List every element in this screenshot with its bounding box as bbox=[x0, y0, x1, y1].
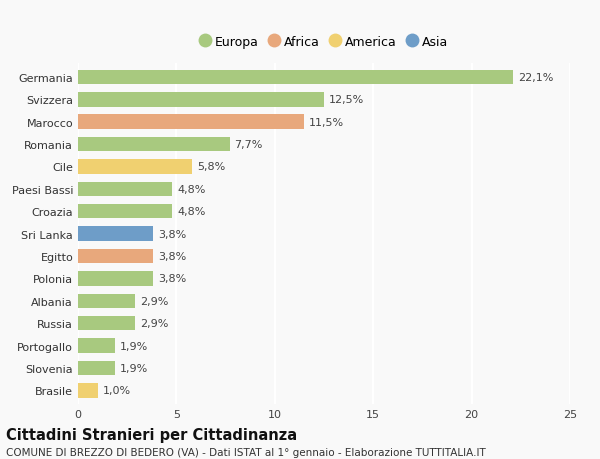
Bar bbox=[78, 316, 135, 331]
Text: 3,8%: 3,8% bbox=[158, 274, 186, 284]
Legend: Europa, Africa, America, Asia: Europa, Africa, America, Asia bbox=[197, 33, 451, 51]
Text: 3,8%: 3,8% bbox=[158, 229, 186, 239]
Bar bbox=[78, 70, 513, 85]
Text: 4,8%: 4,8% bbox=[178, 207, 206, 217]
Bar bbox=[78, 272, 153, 286]
Text: 1,9%: 1,9% bbox=[121, 363, 149, 373]
Text: 1,0%: 1,0% bbox=[103, 386, 131, 396]
Bar bbox=[78, 204, 172, 219]
Bar bbox=[78, 137, 230, 152]
Text: 3,8%: 3,8% bbox=[158, 252, 186, 262]
Text: 4,8%: 4,8% bbox=[178, 185, 206, 195]
Bar bbox=[78, 182, 172, 196]
Bar bbox=[78, 249, 153, 264]
Bar bbox=[78, 361, 115, 375]
Text: 2,9%: 2,9% bbox=[140, 319, 169, 329]
Bar bbox=[78, 160, 192, 174]
Bar bbox=[78, 294, 135, 308]
Text: 22,1%: 22,1% bbox=[518, 73, 553, 83]
Text: 12,5%: 12,5% bbox=[329, 95, 364, 105]
Text: 2,9%: 2,9% bbox=[140, 296, 169, 306]
Text: Cittadini Stranieri per Cittadinanza: Cittadini Stranieri per Cittadinanza bbox=[6, 427, 297, 442]
Text: 11,5%: 11,5% bbox=[309, 118, 344, 127]
Bar bbox=[78, 115, 304, 129]
Bar bbox=[78, 227, 153, 241]
Text: 7,7%: 7,7% bbox=[235, 140, 263, 150]
Bar bbox=[78, 339, 115, 353]
Text: COMUNE DI BREZZO DI BEDERO (VA) - Dati ISTAT al 1° gennaio - Elaborazione TUTTIT: COMUNE DI BREZZO DI BEDERO (VA) - Dati I… bbox=[6, 448, 486, 458]
Text: 5,8%: 5,8% bbox=[197, 162, 226, 172]
Text: 1,9%: 1,9% bbox=[121, 341, 149, 351]
Bar bbox=[78, 93, 324, 107]
Bar bbox=[78, 383, 98, 398]
